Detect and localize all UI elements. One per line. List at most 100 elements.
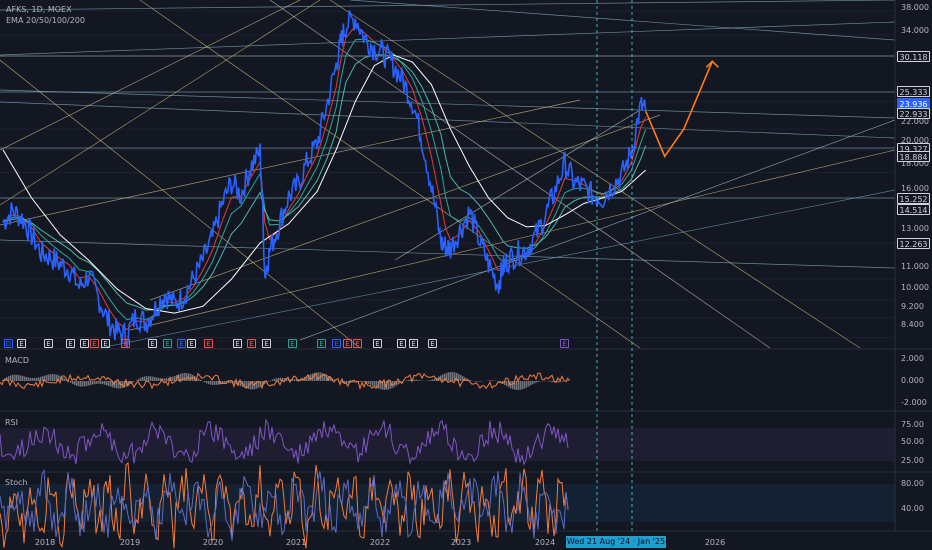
earnings-badge[interactable]: E [560, 339, 569, 348]
earnings-badge[interactable]: E [121, 339, 130, 348]
macd-bar [108, 381, 110, 387]
macd-bar [560, 381, 562, 383]
macd-bar [418, 380, 420, 381]
macd-bar [272, 379, 274, 381]
earnings-badge[interactable]: E [90, 339, 99, 348]
earnings-badge[interactable]: E [187, 339, 196, 348]
rsi-label[interactable]: RSI [5, 418, 18, 427]
macd-bar [420, 380, 422, 381]
earnings-badge[interactable]: E [163, 339, 172, 348]
macd-pane [0, 372, 570, 391]
earnings-badge[interactable]: E [177, 339, 186, 348]
price-marker[interactable]: 30.118 [897, 51, 930, 62]
rsi-pane [0, 418, 569, 466]
indicator-legend[interactable]: EMA 20/50/100/200 [6, 16, 85, 25]
projection-path [644, 60, 714, 158]
macd-bar [384, 381, 386, 390]
macd-bar [164, 378, 166, 381]
year-label: 2021 [285, 538, 307, 547]
macd-bar [270, 380, 272, 381]
macd-bar [244, 381, 246, 388]
earnings-badge[interactable]: E [44, 339, 53, 348]
macd-bar [352, 381, 354, 383]
macd-bar [24, 376, 26, 381]
macd-bar [440, 375, 442, 381]
macd-bar [524, 381, 526, 389]
macd-bar [448, 372, 450, 381]
macd-bar [480, 381, 482, 382]
macd-bar [218, 381, 220, 385]
macd-bar [528, 381, 530, 387]
macd-bar [376, 381, 378, 388]
macd-bar [132, 381, 134, 383]
macd-bar [468, 379, 470, 381]
macd-bar [78, 381, 80, 387]
macd-bar [306, 375, 308, 381]
earnings-badge[interactable]: E [233, 339, 242, 348]
macd-bar [74, 381, 76, 386]
stoch-label[interactable]: Stoch [5, 478, 28, 487]
macd-bar [490, 380, 492, 381]
macd-bar [284, 378, 286, 381]
macd-label[interactable]: MACD [5, 356, 29, 365]
macd-bar [52, 374, 54, 381]
trendline [329, 0, 861, 349]
earnings-badge[interactable]: E [262, 339, 271, 348]
symbol-legend[interactable]: AFKS, 1D, MOEX [6, 5, 72, 14]
earnings-badge[interactable]: E [247, 339, 256, 348]
price-marker[interactable]: 12.263 [897, 238, 930, 249]
price-marker[interactable]: 25.333 [897, 86, 930, 97]
macd-bar [112, 381, 114, 388]
macd-bar [264, 381, 266, 385]
earnings-badge[interactable]: E [343, 339, 352, 348]
earnings-badge[interactable]: E [317, 339, 326, 348]
macd-bar [48, 374, 50, 381]
price-marker[interactable]: 14.514 [897, 204, 930, 215]
macd-bar [168, 377, 170, 381]
earnings-badge[interactable]: D [4, 339, 13, 348]
earnings-badge[interactable]: E [397, 339, 406, 348]
earnings-badge[interactable]: E [204, 339, 213, 348]
price-marker[interactable]: 18.884 [897, 151, 930, 162]
macd-bar [416, 379, 418, 381]
earnings-badge[interactable]: E [373, 339, 382, 348]
macd-line [0, 372, 569, 391]
macd-bar [144, 376, 146, 381]
earnings-badge[interactable]: E [288, 339, 297, 348]
stoch-pane [0, 462, 569, 549]
macd-bar [410, 379, 412, 381]
macd-bar [122, 381, 124, 389]
earnings-badge[interactable]: E [101, 339, 110, 348]
year-label: 2024 [534, 538, 556, 547]
macd-bar [562, 381, 564, 382]
earnings-badge[interactable]: E [332, 339, 341, 348]
earnings-badge[interactable]: E [66, 339, 75, 348]
price-marker[interactable]: 15.252 [897, 193, 930, 204]
macd-bar [214, 381, 216, 386]
macd-bar [58, 375, 60, 381]
macd-bar [182, 373, 184, 381]
macd-bar [408, 379, 410, 381]
macd-bar [46, 374, 48, 381]
macd-bar [138, 378, 140, 381]
earnings-badge[interactable]: E [148, 339, 157, 348]
macd-bar [126, 381, 128, 387]
macd-bar [174, 375, 176, 381]
trendline [0, 21, 896, 56]
macd-bar [18, 375, 20, 381]
macd-bar [92, 381, 94, 385]
macd-bar [140, 377, 142, 381]
earnings-badge[interactable]: E [409, 339, 418, 348]
earnings-badge[interactable]: E [17, 339, 26, 348]
macd-bar [184, 373, 186, 381]
macd-bar [450, 372, 452, 381]
macd-bar [506, 381, 508, 387]
macd-bar [308, 375, 310, 381]
earnings-badge[interactable]: E [428, 339, 437, 348]
price-marker[interactable]: 22.933 [897, 108, 930, 119]
earnings-badge[interactable]: E [80, 339, 89, 348]
macd-bar [502, 381, 504, 384]
earnings-badge[interactable]: E [353, 339, 362, 348]
macd-bar [68, 381, 70, 382]
